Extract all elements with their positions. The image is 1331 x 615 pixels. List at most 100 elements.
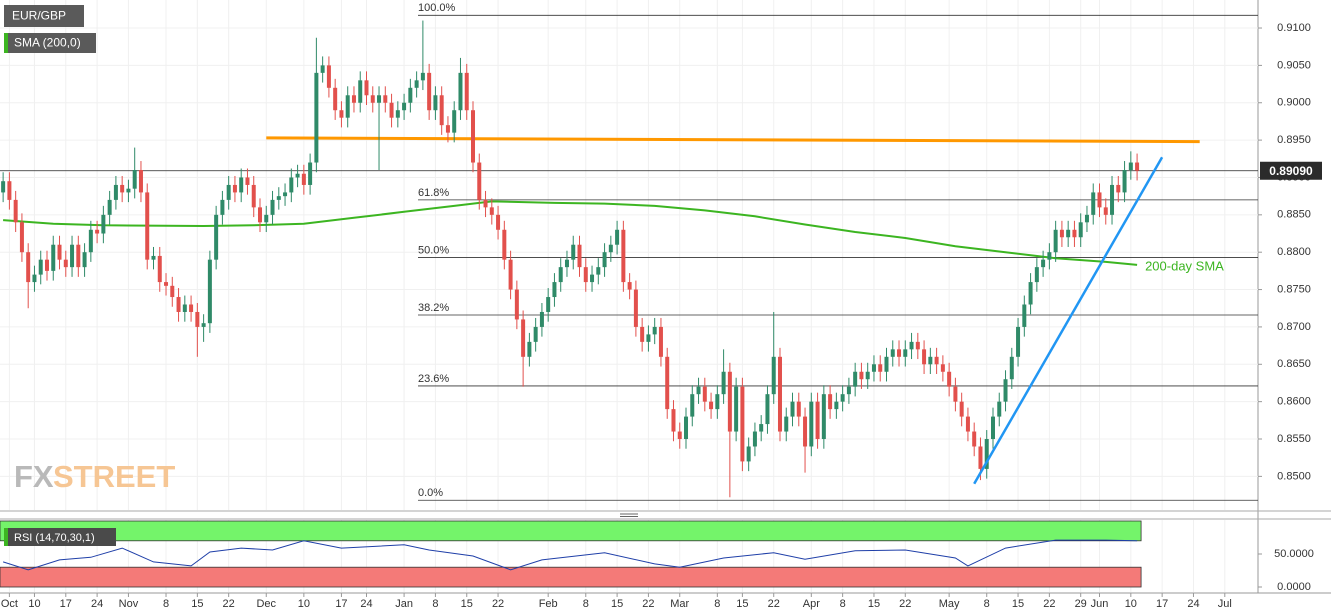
indicator-label: SMA (200,0): [14, 36, 81, 50]
y-tick-label: 0.8700: [1277, 321, 1311, 333]
candle-body: [176, 297, 181, 312]
candle-body: [1009, 356, 1014, 380]
candle-body: [439, 95, 444, 126]
candle-body: [959, 401, 964, 417]
candle-body: [1097, 192, 1102, 208]
candle-body: [627, 282, 632, 290]
candle-body: [633, 289, 638, 327]
candle-body: [283, 192, 288, 197]
candle-body: [389, 102, 394, 118]
candle-body: [1078, 222, 1083, 238]
candle-body: [377, 95, 382, 103]
candle-body: [170, 285, 175, 298]
candle-body: [984, 439, 989, 469]
fib-label: 23.6%: [418, 373, 449, 385]
x-tick-label: Oct: [1, 598, 18, 610]
candle-body: [947, 371, 952, 387]
x-tick-label: 10: [298, 598, 310, 610]
y-tick-label: 0.8850: [1277, 209, 1311, 221]
candle-body: [120, 184, 125, 193]
sma-label: 200-day SMA: [1145, 258, 1224, 273]
x-tick-label: Mar: [670, 598, 689, 610]
x-tick-label: 8: [984, 598, 990, 610]
candle-body: [26, 252, 31, 283]
fib-label: 0.0%: [418, 487, 443, 499]
candle-body: [452, 110, 457, 133]
x-tick-label: 8: [432, 598, 438, 610]
candle-body: [333, 87, 338, 111]
candle-body: [458, 72, 463, 111]
candle-body: [602, 252, 607, 268]
y-tick-label: 0.8950: [1277, 134, 1311, 146]
candle-body: [1034, 267, 1039, 283]
rsi-y-tick-label: 0.0000: [1277, 581, 1311, 593]
candle-body: [226, 184, 231, 200]
candle-body: [671, 409, 676, 432]
candle-body: [790, 401, 795, 417]
candle-body: [940, 364, 945, 372]
candle-body: [496, 214, 501, 230]
x-tick-label: Nov: [119, 598, 139, 610]
candle-body: [1059, 229, 1064, 238]
candle-body: [721, 371, 726, 395]
x-tick-label: May: [939, 598, 960, 610]
candle-body: [471, 110, 476, 163]
rsi-zone: [0, 566, 1142, 588]
legend: EUR/GBP SMA (200,0): [4, 5, 96, 53]
candle-body: [834, 401, 839, 410]
symbol-label: EUR/GBP: [12, 9, 66, 23]
candle-body: [276, 196, 281, 200]
candle-body: [784, 416, 789, 432]
candle-body: [464, 72, 469, 111]
candle-body: [1041, 259, 1046, 268]
candle-body: [702, 386, 707, 402]
candle-body: [1053, 229, 1058, 253]
candle-body: [608, 244, 613, 253]
candle-body: [195, 311, 200, 327]
x-tick-label: 8: [714, 598, 720, 610]
x-tick-label: 17: [1156, 598, 1168, 610]
candle-body: [489, 207, 494, 215]
x-tick-label: 15: [191, 598, 203, 610]
candle-body: [257, 207, 262, 223]
candle-body: [32, 274, 37, 283]
rsi-label-box[interactable]: [4, 528, 116, 546]
candle-body: [339, 110, 344, 118]
candle-body: [771, 356, 776, 395]
candle-body: [232, 184, 237, 193]
candle-body: [1135, 162, 1140, 171]
watermark: FX: [14, 459, 54, 494]
candle-body: [884, 356, 889, 372]
sma-line: [3, 200, 1138, 266]
x-tick-label: 15: [1012, 598, 1024, 610]
candle-body: [420, 72, 425, 81]
candle-body: [815, 401, 820, 440]
indicator-box[interactable]: [4, 33, 96, 53]
candle-body: [809, 401, 814, 447]
x-tick-label: 22: [768, 598, 780, 610]
rsi-zone: [0, 520, 1142, 542]
candle-body: [803, 416, 808, 447]
candle-body: [658, 326, 663, 357]
candle-body: [922, 349, 927, 365]
candle-body: [846, 386, 851, 395]
candle-body: [652, 326, 657, 335]
candle-body: [734, 386, 739, 432]
candle-body: [521, 319, 526, 357]
candle-body: [564, 259, 569, 268]
candle-body: [1028, 282, 1033, 305]
candle-body: [915, 341, 920, 350]
fib-label: 100.0%: [418, 2, 456, 14]
candle-body: [1116, 184, 1121, 193]
candle-body: [107, 199, 112, 215]
x-tick-label: Apr: [803, 598, 820, 610]
symbol-box[interactable]: [4, 5, 84, 27]
candle-body: [70, 244, 75, 268]
candle-body: [514, 289, 519, 320]
fib-label: 61.8%: [418, 187, 449, 199]
candle-body: [1, 181, 6, 193]
candle-body: [1003, 379, 1008, 402]
x-tick-label: 17: [335, 598, 347, 610]
candle-body: [571, 244, 576, 260]
